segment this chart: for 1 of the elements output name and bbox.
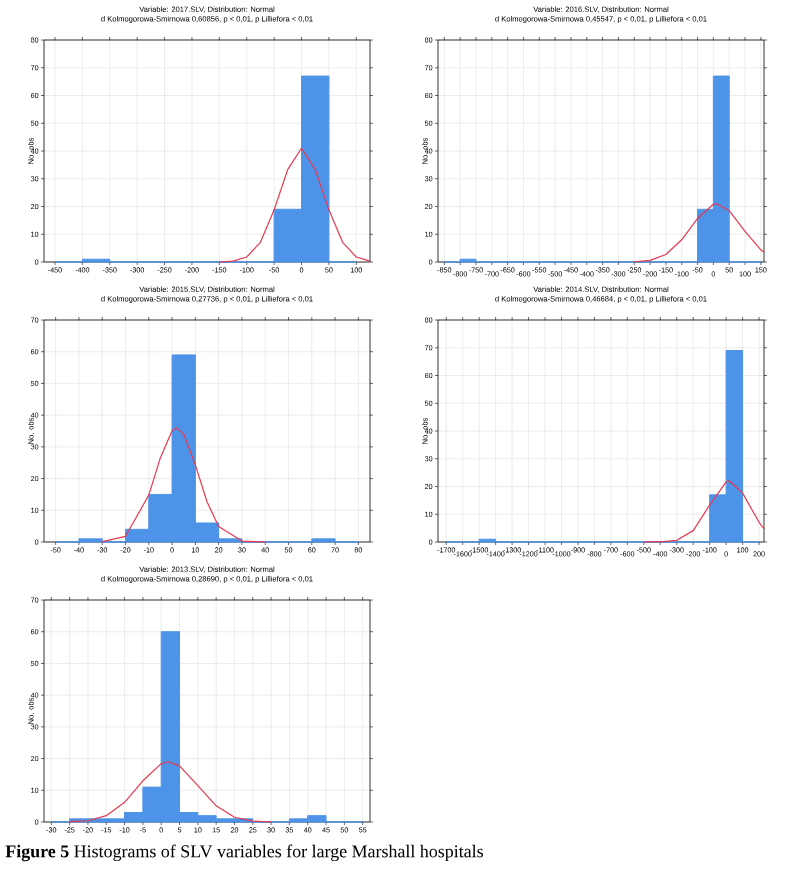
text: Figure 5 Histograms of SLV variables for large Marshall hospitals (5, 844, 483, 862)
